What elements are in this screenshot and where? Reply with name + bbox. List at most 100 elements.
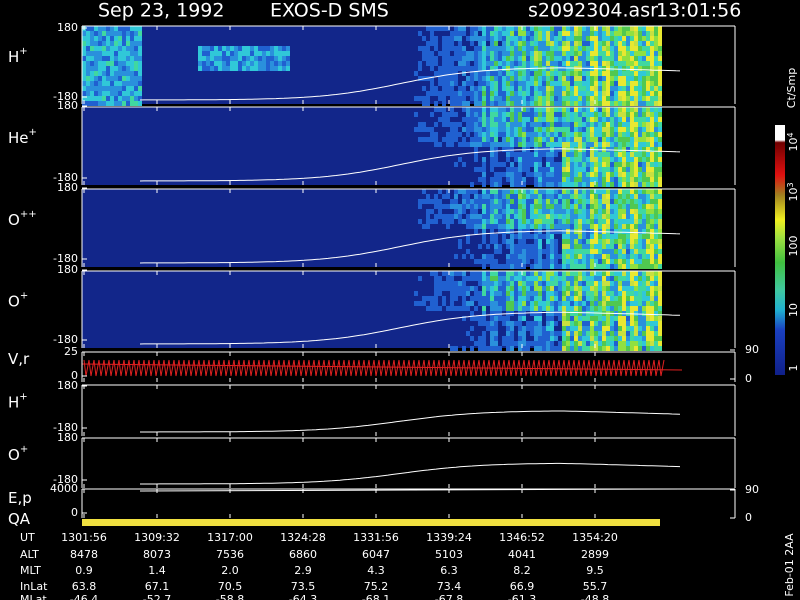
spectrogram-cell (566, 249, 570, 254)
spectrogram-cell (646, 341, 650, 346)
spectrogram-cell (638, 177, 642, 182)
spectrogram-cell (626, 46, 630, 51)
spectrogram-cell (566, 326, 570, 331)
spectrogram-cell (554, 56, 558, 61)
spectrogram-cell (474, 296, 478, 301)
spectrogram-cell (542, 182, 546, 187)
spectrogram-cell (566, 107, 570, 112)
spectrogram-cell (478, 321, 482, 326)
spectrogram-cell (498, 91, 502, 96)
spectrogram-cell (538, 244, 542, 249)
spectrogram-cell (610, 234, 614, 239)
spectrogram-cell (634, 137, 638, 142)
spectrogram-cell (626, 107, 630, 112)
spectrogram-cell (562, 167, 566, 172)
spectrogram-cell (522, 46, 526, 51)
spectrogram-cell (618, 112, 622, 117)
spectrogram-cell (494, 264, 498, 269)
spectrogram-cell (558, 41, 562, 46)
spectrogram-cell (514, 26, 518, 31)
spectrogram-cell (466, 204, 470, 209)
spectrogram-cell (594, 296, 598, 301)
spectrogram-cell (642, 249, 646, 254)
spectrogram-cell (522, 316, 526, 321)
spectrogram-cell (614, 346, 618, 351)
spectrogram-cell (134, 81, 138, 86)
spectrogram-cell (590, 254, 594, 259)
spectrogram-cell (654, 177, 658, 182)
spectrogram-cell (630, 229, 634, 234)
spectrogram-cell (286, 46, 290, 51)
spectrogram-cell (566, 51, 570, 56)
spectrogram-cell (602, 26, 606, 31)
spectrogram-cell (418, 76, 422, 81)
date: Sep 23, 1992 (98, 0, 224, 22)
spectrogram-cell (542, 26, 546, 31)
spectrogram-cell (642, 167, 646, 172)
spectrogram-cell (650, 112, 654, 117)
spectrogram-cell (650, 182, 654, 187)
spectrogram-cell (610, 157, 614, 162)
spectrogram-cell (530, 137, 534, 142)
spectrogram-cell (466, 127, 470, 132)
spectrogram-cell (586, 46, 590, 51)
spectrogram-cell (646, 264, 650, 269)
spectrogram-cell (538, 137, 542, 142)
spectrogram-cell (518, 341, 522, 346)
spectrogram-cell (546, 117, 550, 122)
spectrogram-cell (630, 147, 634, 152)
spectrogram-cell (638, 326, 642, 331)
spectrogram-cell (446, 81, 450, 86)
spectrogram-cell (574, 96, 578, 101)
spectrogram-cell (450, 56, 454, 61)
spectrogram-cell (570, 86, 574, 91)
spectrogram-cell (558, 254, 562, 259)
spectrogram-cell (454, 209, 458, 214)
spectrogram-cell (582, 336, 586, 341)
spectrogram-cell (110, 91, 114, 96)
spectrogram-cell (658, 31, 662, 36)
spectrogram-cell (534, 26, 538, 31)
spectrogram-cell (606, 132, 610, 137)
spectrogram-cell (622, 199, 626, 204)
spectrogram-cell (582, 194, 586, 199)
spectrogram-cell (482, 101, 486, 106)
spectrogram-cell (626, 336, 630, 341)
spectrogram-cell (562, 81, 566, 86)
spectrogram-cell (570, 36, 574, 41)
spectrogram-cell (438, 199, 442, 204)
spectrogram-cell (526, 46, 530, 51)
spectrogram-cell (266, 46, 270, 51)
spectrogram-cell (522, 219, 526, 224)
spectrogram-cell (622, 107, 626, 112)
spectrogram-cell (526, 162, 530, 167)
spectrogram-cell (534, 219, 538, 224)
spectrogram-cell (654, 41, 658, 46)
spectrogram-cell (626, 76, 630, 81)
spectrogram-cell (534, 152, 538, 157)
spectrogram-cell (534, 311, 538, 316)
spectrogram-cell (566, 81, 570, 86)
spectrogram-cell (646, 107, 650, 112)
spectrogram-cell (442, 51, 446, 56)
spectrogram-cell (482, 117, 486, 122)
spectrogram-cell (622, 234, 626, 239)
spectrogram-cell (622, 306, 626, 311)
spectrogram-cell (658, 301, 662, 306)
spectrogram-cell (530, 101, 534, 106)
spectrogram-cell (554, 177, 558, 182)
spectrogram-cell (474, 214, 478, 219)
spectrogram-cell (434, 86, 438, 91)
spectrogram-cell (514, 341, 518, 346)
spectrogram-cell (442, 219, 446, 224)
spectrogram-cell (522, 182, 526, 187)
spectrogram-cell (534, 157, 538, 162)
spectrogram-cell (590, 162, 594, 167)
spectrogram-cell (546, 162, 550, 167)
spectrogram-cell (438, 107, 442, 112)
spectrogram-cell (562, 264, 566, 269)
spectrogram-cell (486, 61, 490, 66)
spectrogram-cell (466, 306, 470, 311)
spectrogram-cell (650, 101, 654, 106)
spectrogram-cell (586, 244, 590, 249)
